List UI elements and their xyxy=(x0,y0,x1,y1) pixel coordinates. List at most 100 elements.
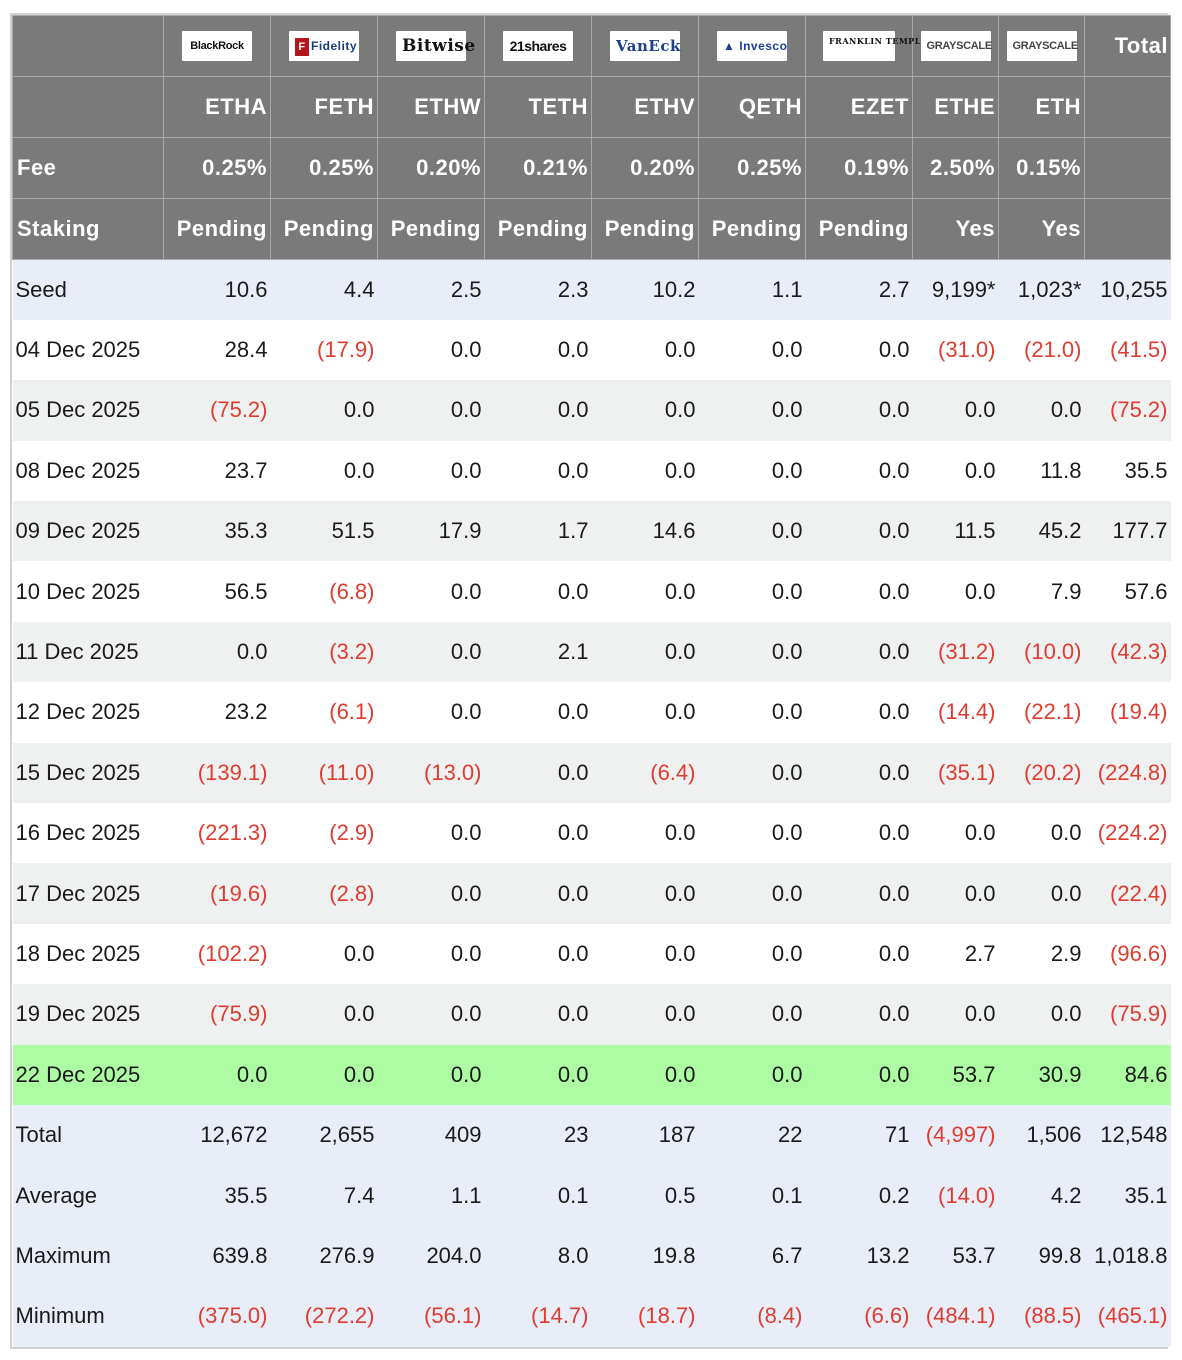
ticker-ezet: EZET xyxy=(805,76,913,138)
blackrock-logo: BlackRock xyxy=(182,31,252,61)
flow-cell: 0.0 xyxy=(805,501,913,562)
staking-row: Staking Pending Pending Pending Pending … xyxy=(12,198,1171,260)
flow-cell: 11.8 xyxy=(998,440,1085,502)
table-row: 15 Dec 2025 (139.1) (11.0) (13.0) 0.0 (6.4) 0.… xyxy=(12,742,1171,804)
flow-cell: 0.1 xyxy=(484,1165,592,1226)
ticker-ethv: ETHV xyxy=(591,76,699,138)
ticker-ethe: ETHE xyxy=(912,76,999,138)
flow-cell: 0.0 xyxy=(377,1044,485,1105)
flow-cell: 7.4 xyxy=(270,1165,378,1226)
flow-cell: (6.4) xyxy=(591,742,699,804)
flow-cell: 0.1 xyxy=(698,1165,806,1226)
flow-cell: 0.0 xyxy=(698,863,806,924)
flow-cell: (88.5) xyxy=(998,1286,1085,1347)
flow-cell: 0.0 xyxy=(484,682,592,743)
row-total-cell: 84.6 xyxy=(1084,1044,1171,1105)
flow-cell: 2.9 xyxy=(998,923,1085,985)
flow-cell: (3.2) xyxy=(270,621,378,683)
row-label: 19 Dec 2025 xyxy=(12,984,164,1045)
fidelity-f-icon: F xyxy=(295,37,309,56)
ticker-eth: ETH xyxy=(998,76,1085,138)
flow-cell: 1,023* xyxy=(998,259,1085,320)
flow-cell: 10.2 xyxy=(591,259,699,320)
flow-cell: (31.2) xyxy=(912,621,999,683)
flow-cell: 53.7 xyxy=(912,1225,999,1287)
flow-cell: 28.4 xyxy=(163,319,271,381)
flow-cell: 0.0 xyxy=(912,380,999,441)
row-total-cell: (96.6) xyxy=(1084,923,1171,985)
flow-cell: 639.8 xyxy=(163,1225,271,1287)
fidelity-logo: F Fidelity xyxy=(289,31,359,61)
flow-cell: 0.0 xyxy=(484,984,592,1045)
flow-cell: 0.0 xyxy=(591,1044,699,1105)
flow-cell: 4.2 xyxy=(998,1165,1085,1226)
flow-cell: (139.1) xyxy=(163,742,271,804)
flow-cell: 22 xyxy=(698,1104,806,1166)
flow-cell: 0.0 xyxy=(698,742,806,804)
row-total-cell: (42.3) xyxy=(1084,621,1171,683)
flow-cell: 0.0 xyxy=(805,984,913,1045)
flow-cell: 0.0 xyxy=(805,319,913,381)
table-row: 22 Dec 2025 0.0 0.0 0.0 0.0 0.0 0.0 0.0 53.7 30.9… xyxy=(12,1044,1171,1105)
row-label: Seed xyxy=(12,259,164,320)
flow-cell: (14.0) xyxy=(912,1165,999,1226)
flow-cell: 0.0 xyxy=(270,984,378,1045)
flow-cell: (75.9) xyxy=(163,984,271,1045)
flow-cell: (17.9) xyxy=(270,319,378,381)
flow-cell: 53.7 xyxy=(912,1044,999,1105)
flow-cell: (19.6) xyxy=(163,863,271,924)
row-label: 10 Dec 2025 xyxy=(12,561,164,622)
total-column-header: Total xyxy=(1084,15,1171,77)
row-label: 11 Dec 2025 xyxy=(12,621,164,683)
staking-value: Pending xyxy=(484,198,592,260)
flow-cell: 0.0 xyxy=(998,380,1085,441)
flow-cell: (13.0) xyxy=(377,742,485,804)
flow-cell: 0.0 xyxy=(698,319,806,381)
flow-cell: 0.0 xyxy=(484,380,592,441)
fee-value: 0.25% xyxy=(163,137,271,199)
flow-cell: 35.5 xyxy=(163,1165,271,1226)
flow-cell: 8.0 xyxy=(484,1225,592,1287)
flow-cell: 0.0 xyxy=(998,803,1085,864)
summary-row: Total 12,672 2,655 409 23 187 22 71 (4,997) 1,506… xyxy=(12,1104,1171,1166)
flow-cell: 6.7 xyxy=(698,1225,806,1287)
flow-cell: (20.2) xyxy=(998,742,1085,804)
flow-cell: 9,199* xyxy=(912,259,999,320)
flow-cell: 0.0 xyxy=(377,803,485,864)
flow-cell: 0.0 xyxy=(484,923,592,985)
flow-cell: 0.2 xyxy=(805,1165,913,1226)
table-row: 19 Dec 2025 (75.9) 0.0 0.0 0.0 0.0 0.0 0.0 0.0 0.… xyxy=(12,984,1171,1045)
flow-cell: 0.0 xyxy=(591,863,699,924)
row-total-cell: (41.5) xyxy=(1084,319,1171,381)
staking-value: Yes xyxy=(998,198,1085,260)
flow-cell: 0.0 xyxy=(591,380,699,441)
flow-cell: 0.0 xyxy=(805,923,913,985)
flow-cell: 99.8 xyxy=(998,1225,1085,1287)
issuer-logo-row: BlackRock F Fidelity Bitwise 21shares Van… xyxy=(12,15,1171,77)
row-total-cell: (75.9) xyxy=(1084,984,1171,1045)
seed-row: Seed 10.6 4.4 2.5 2.3 10.2 1.1 2.7 9,199* 1,023* 1… xyxy=(12,259,1171,320)
flow-cell: 2.1 xyxy=(484,621,592,683)
flow-cell: 0.0 xyxy=(698,803,806,864)
fee-value: 0.20% xyxy=(591,137,699,199)
flow-cell: 0.0 xyxy=(591,984,699,1045)
flow-cell: (10.0) xyxy=(998,621,1085,683)
flow-cell: 0.0 xyxy=(484,561,592,622)
flow-cell: 0.0 xyxy=(591,319,699,381)
flow-cell: 0.0 xyxy=(698,561,806,622)
flow-cell: 2.5 xyxy=(377,259,485,320)
row-label: 09 Dec 2025 xyxy=(12,501,164,562)
row-total-cell: 12,548 xyxy=(1084,1104,1171,1166)
flow-cell: 276.9 xyxy=(270,1225,378,1287)
fee-value: 0.21% xyxy=(484,137,592,199)
summary-row: Minimum (375.0) (272.2) (56.1) (14.7) (18.7)(… xyxy=(12,1286,1171,1347)
table-row: 08 Dec 2025 23.7 0.0 0.0 0.0 0.0 0.0 0.0 0.0 11.8… xyxy=(12,440,1171,502)
table-row: 12 Dec 2025 23.2 (6.1) 0.0 0.0 0.0 0.0 0.0 (14.4… xyxy=(12,682,1171,743)
flow-cell: 0.0 xyxy=(912,803,999,864)
flow-cell: 0.0 xyxy=(998,984,1085,1045)
flow-cell: 0.0 xyxy=(698,984,806,1045)
flow-cell: 12,672 xyxy=(163,1104,271,1166)
fee-value: 2.50% xyxy=(912,137,999,199)
flow-cell: 1.1 xyxy=(377,1165,485,1226)
flow-cell: 0.0 xyxy=(912,561,999,622)
